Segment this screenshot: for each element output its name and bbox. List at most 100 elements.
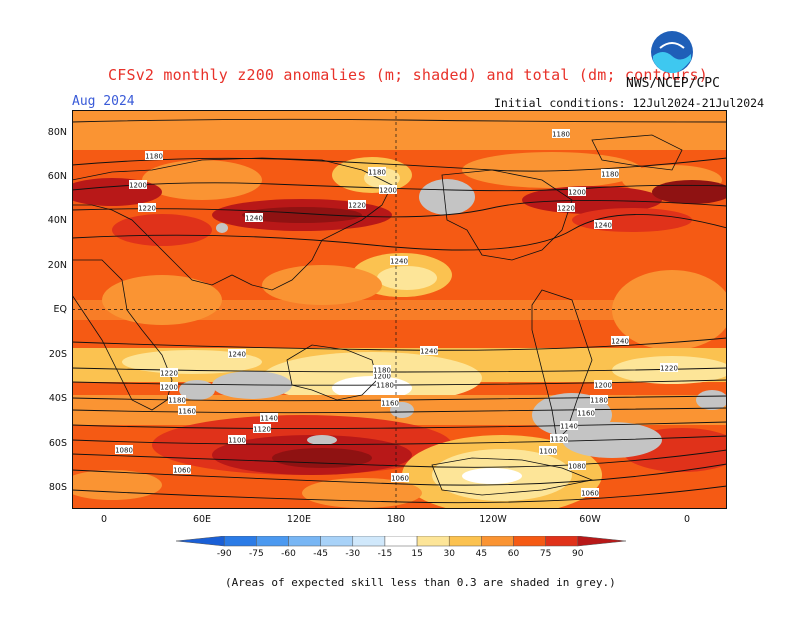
contour-label: 1160 <box>178 406 196 416</box>
svg-text:1160: 1160 <box>381 400 399 408</box>
agency-label: NWS/NCEP/CPC <box>626 76 720 91</box>
svg-text:1220: 1220 <box>660 365 678 373</box>
contour-label: 1220 <box>160 368 178 378</box>
lat-label: 20S <box>49 349 67 360</box>
svg-text:1180: 1180 <box>368 169 386 177</box>
colorbar: -90 -75 -60 -45 -30 -15 15 30 45 60 75 90 <box>176 536 626 558</box>
latitude-axis: 80N 60N 40N 20N EQ 20S 40S 60S 80S <box>48 127 67 493</box>
lat-label: 80N <box>48 127 67 138</box>
svg-text:1180: 1180 <box>376 382 394 390</box>
svg-text:1100: 1100 <box>539 448 557 456</box>
contour-label: 1240 <box>420 346 438 356</box>
contour-label: 1100 <box>228 435 246 445</box>
contour-label: 1160 <box>381 398 399 408</box>
contour-label: 1240 <box>245 213 263 223</box>
lat-label: EQ <box>54 304 67 315</box>
svg-text:1200: 1200 <box>160 384 178 392</box>
lat-label: 40N <box>48 215 67 226</box>
svg-text:1080: 1080 <box>115 447 133 455</box>
colorbar-swatch <box>481 536 514 547</box>
svg-text:1240: 1240 <box>390 258 408 266</box>
contour-label: 1080 <box>568 461 586 471</box>
colorbar-tick: 90 <box>572 549 584 558</box>
colorbar-swatch <box>352 536 386 547</box>
contour-label: 1180 <box>145 151 163 161</box>
colorbar-swatch <box>448 536 482 547</box>
svg-text:1180: 1180 <box>145 153 163 161</box>
colorbar-tick: -30 <box>345 549 360 558</box>
svg-text:1200: 1200 <box>594 382 612 390</box>
svg-text:1060: 1060 <box>391 475 409 483</box>
colorbar-tick: 60 <box>508 549 520 558</box>
colorbar-tick: -75 <box>249 549 264 558</box>
svg-text:1080: 1080 <box>568 463 586 471</box>
contour-label: 1220 <box>660 363 678 373</box>
colorbar-swatch <box>384 536 418 547</box>
colorbar-tick: -60 <box>281 549 296 558</box>
contour-label: 1220 <box>348 200 366 210</box>
contour-label: 1200 <box>373 371 391 381</box>
contour-label: 1240 <box>611 336 629 346</box>
lat-label: 60S <box>49 438 67 449</box>
colorbar-swatch <box>513 536 546 547</box>
colorbar-swatch <box>223 536 257 547</box>
svg-text:1200: 1200 <box>373 373 391 381</box>
contour-label: 1120 <box>550 434 568 444</box>
colorbar-tick: 75 <box>540 549 551 558</box>
lat-label: 60N <box>48 171 67 182</box>
lon-label: 180 <box>387 514 405 525</box>
contour-label: 1240 <box>228 349 246 359</box>
lon-label: 60W <box>579 514 601 525</box>
lon-label: 0 <box>101 514 107 525</box>
svg-text:1180: 1180 <box>373 367 391 375</box>
svg-text:1180: 1180 <box>552 131 570 139</box>
svg-text:1220: 1220 <box>160 370 178 378</box>
svg-text:1180: 1180 <box>590 397 608 405</box>
contour-label: 1180 <box>368 167 386 177</box>
contour-label: 1200 <box>129 180 147 190</box>
contour-label: 1060 <box>391 473 409 483</box>
lon-label: 120E <box>287 514 311 525</box>
noaa-logo <box>651 31 693 74</box>
lon-label: 0 <box>684 514 690 525</box>
colorbar-swatch <box>176 536 225 547</box>
chart-title: CFSv2 monthly z200 anomalies (m; shaded)… <box>108 66 708 84</box>
colorbar-tick: -90 <box>217 549 232 558</box>
svg-text:1240: 1240 <box>228 351 246 359</box>
svg-text:1160: 1160 <box>178 408 196 416</box>
colorbar-tick: 30 <box>443 549 455 558</box>
lon-label: 60E <box>193 514 211 525</box>
svg-text:1200: 1200 <box>379 187 397 195</box>
colorbar-tick: 45 <box>476 549 487 558</box>
svg-text:1100: 1100 <box>228 437 246 445</box>
svg-text:1120: 1120 <box>253 426 271 434</box>
lat-label: 80S <box>49 482 67 493</box>
svg-text:1240: 1240 <box>245 215 263 223</box>
contour-label: 1080 <box>115 445 133 455</box>
lat-label: 40S <box>49 393 67 404</box>
lat-label: 20N <box>48 260 67 271</box>
colorbar-swatch <box>545 536 579 547</box>
svg-text:1160: 1160 <box>577 410 595 418</box>
svg-text:1220: 1220 <box>138 205 156 213</box>
svg-text:1220: 1220 <box>557 205 575 213</box>
contour-label: 1180 <box>373 365 391 375</box>
svg-text:1240: 1240 <box>594 222 612 230</box>
contour-label: 1200 <box>160 382 178 392</box>
contour-label: 1100 <box>539 446 557 456</box>
svg-text:1060: 1060 <box>173 467 191 475</box>
colorbar-tick: -15 <box>378 549 393 558</box>
contour-label: 1220 <box>557 203 575 213</box>
colorbar-swatch <box>416 536 450 547</box>
colorbar-swatch <box>320 536 354 547</box>
contour-label: 1240 <box>390 256 408 266</box>
contour-label: 1180 <box>590 395 608 405</box>
contour-label: 1160 <box>577 408 595 418</box>
contour-label: 1140 <box>560 421 578 431</box>
colorbar-swatch <box>577 536 626 547</box>
contour-label: 1220 <box>138 203 156 213</box>
contour-label: 1180 <box>601 169 619 179</box>
svg-text:1240: 1240 <box>420 348 438 356</box>
initial-conditions: Initial conditions: 12Jul2024-21Jul2024 <box>494 96 765 110</box>
